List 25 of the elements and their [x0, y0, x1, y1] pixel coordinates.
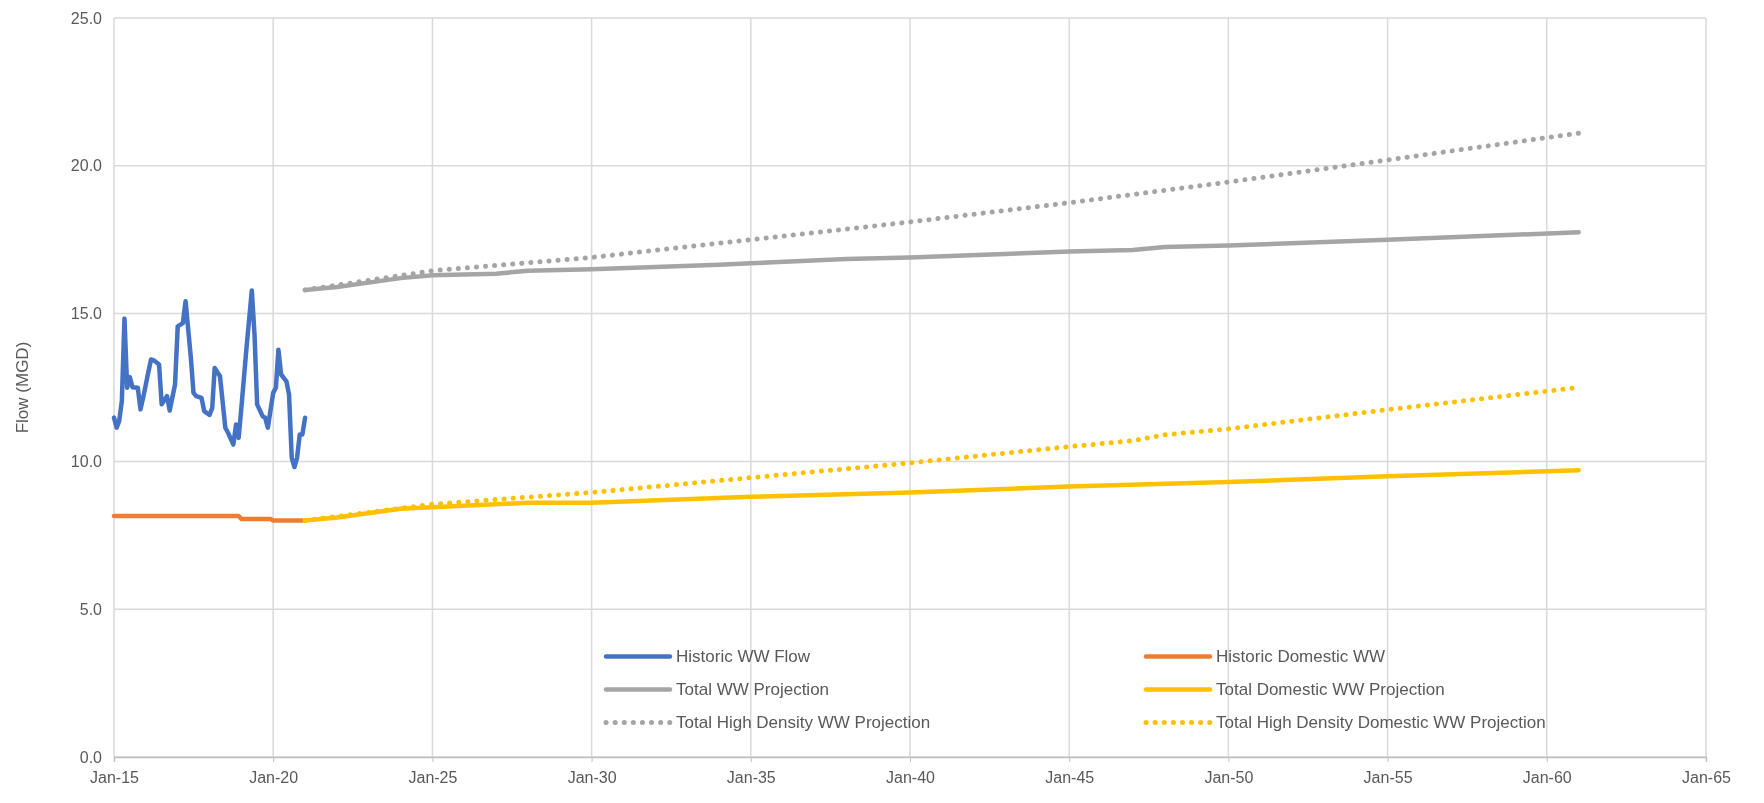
- x-tick-label: Jan-15: [90, 768, 140, 786]
- x-tick-label: Jan-50: [1204, 768, 1254, 786]
- x-tick-label: Jan-25: [408, 768, 458, 786]
- legend-label: Historic WW Flow: [676, 647, 811, 667]
- legend-label: Historic Domestic WW: [1216, 647, 1386, 667]
- x-tick-label: Jan-20: [249, 768, 299, 786]
- line-series: [111, 288, 308, 470]
- y-tick-label: 20.0: [70, 157, 103, 175]
- x-tick-label: Jan-55: [1363, 768, 1413, 786]
- legend-label: Total Domestic WW Projection: [1216, 680, 1445, 700]
- y-tick-label: 25.0: [70, 9, 103, 27]
- legend-label: Total WW Projection: [676, 680, 830, 700]
- x-tick-label: Jan-40: [886, 768, 936, 786]
- x-tick-label: Jan-30: [567, 768, 617, 786]
- y-tick-label: 0.0: [79, 748, 103, 766]
- legend-label: Total High Density Domestic WW Projection: [1216, 713, 1546, 733]
- x-tick-label: Jan-45: [1045, 768, 1095, 786]
- y-tick-label: 10.0: [70, 453, 103, 471]
- y-tick-label: 5.0: [79, 600, 103, 618]
- x-tick-label: Jan-60: [1522, 768, 1572, 786]
- x-tick-label: Jan-65: [1682, 768, 1732, 786]
- x-tick-label: Jan-35: [726, 768, 776, 786]
- legend-label: Total High Density WW Projection: [676, 713, 931, 733]
- y-axis-title: Flow (MGD): [13, 341, 32, 434]
- y-tick-label: 15.0: [70, 305, 103, 323]
